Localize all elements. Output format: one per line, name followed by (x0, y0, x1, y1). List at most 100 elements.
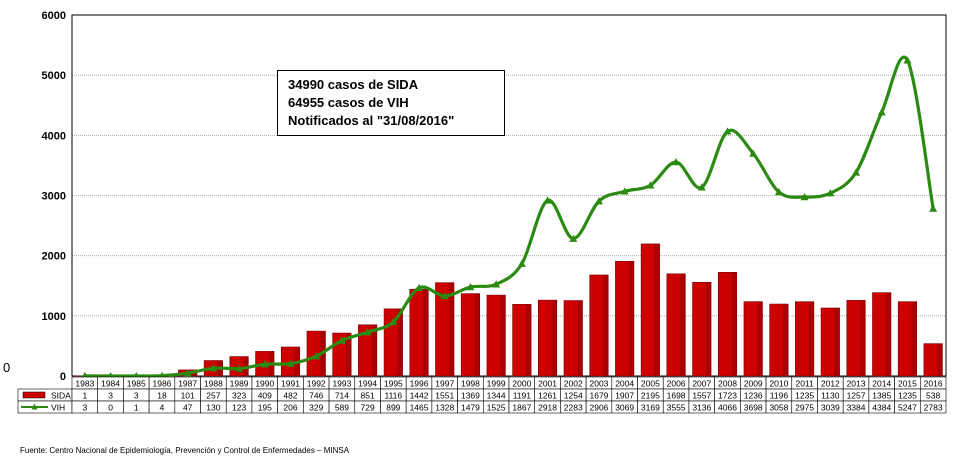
vih-point (286, 359, 295, 367)
table-value: 2783 (924, 403, 943, 413)
vih-point (749, 149, 758, 157)
year-label: 2008 (718, 379, 737, 389)
vih-point (492, 280, 501, 288)
year-label: 1994 (358, 379, 377, 389)
vih-point (877, 108, 886, 116)
sida-bar-shade (371, 324, 377, 376)
sida-bar-shade (551, 300, 557, 376)
vih-point (543, 196, 552, 204)
year-label: 2013 (847, 379, 866, 389)
table-value: 2195 (641, 391, 660, 401)
table-value: 1698 (667, 391, 686, 401)
legend-label: SIDA (51, 391, 71, 401)
year-label: 1985 (127, 379, 146, 389)
table-value: 329 (309, 403, 323, 413)
year-label: 1999 (487, 379, 506, 389)
table-value: 2975 (795, 403, 814, 413)
legend-label: VIH (51, 403, 65, 413)
table-value: 1479 (461, 403, 480, 413)
sida-bar-shade (654, 243, 660, 376)
table-value: 1679 (590, 391, 609, 401)
table-value: 3039 (821, 403, 840, 413)
year-label: 1991 (281, 379, 300, 389)
sida-bar-shade (500, 295, 506, 376)
table-value: 589 (335, 403, 349, 413)
table-value: 1328 (435, 403, 454, 413)
table-value: 323 (232, 391, 246, 401)
sida-bar-shade (937, 343, 943, 376)
year-label: 1989 (230, 379, 249, 389)
sida-bar-shade (834, 308, 840, 376)
year-label: 2010 (769, 379, 788, 389)
sida-bar-shade (423, 289, 429, 376)
table-value: 2906 (590, 403, 609, 413)
table-cell (919, 400, 947, 414)
sida-bar-shade (345, 333, 352, 376)
table-value: 1557 (692, 391, 711, 401)
sida-bar-shade (860, 300, 866, 376)
year-label: 1983 (75, 379, 94, 389)
table-value: 3 (134, 391, 139, 401)
table-value: 1344 (487, 391, 506, 401)
y-tick-label: 0 (60, 371, 66, 383)
annotation-sida-total: 34990 casos de SIDA (288, 77, 419, 92)
vih-point (517, 259, 526, 267)
sida-bar-shade (397, 308, 403, 376)
table-value: 409 (258, 391, 272, 401)
table-value: 4 (160, 403, 165, 413)
table-value: 1723 (718, 391, 737, 401)
vih-point (800, 193, 809, 201)
vih-point (723, 127, 732, 135)
table-value: 4066 (718, 403, 737, 413)
table-value: 1235 (795, 391, 814, 401)
table-value: 2918 (538, 403, 557, 413)
table-value: 1130 (821, 391, 840, 401)
year-label: 1996 (410, 379, 429, 389)
sida-bar-shade (448, 282, 454, 376)
vih-point (312, 352, 321, 360)
vih-point (697, 183, 706, 191)
source-note: Fuente: Centro Nacional de Epidemiología… (20, 446, 350, 455)
table-value: 18 (157, 391, 167, 401)
year-label: 2001 (538, 379, 557, 389)
year-label: 1990 (255, 379, 274, 389)
vih-point (363, 328, 372, 336)
table-value: 538 (926, 391, 940, 401)
table-value: 899 (386, 403, 400, 413)
year-label: 2004 (615, 379, 634, 389)
table-value: 1 (134, 403, 139, 413)
sida-bar-shade (782, 304, 789, 376)
table-value: 851 (361, 391, 375, 401)
table-value: 206 (283, 403, 297, 413)
y-tick-label: 2000 (42, 251, 66, 263)
table-value: 1116 (384, 391, 402, 401)
table-value: 1465 (410, 403, 429, 413)
table-value: 101 (181, 391, 195, 401)
table-value: 47 (183, 403, 193, 413)
table-value: 1235 (898, 391, 917, 401)
sida-bar-shade (525, 304, 532, 376)
table-value: 257 (206, 391, 220, 401)
annotation-vih-total: 64955 casos de VIH (288, 95, 409, 110)
y-tick-label: 4000 (42, 130, 66, 142)
year-label: 2015 (898, 379, 917, 389)
vih-point (672, 158, 681, 166)
table-value: 1261 (538, 391, 557, 401)
table-value: 1257 (847, 391, 866, 401)
table-value: 1385 (872, 391, 891, 401)
year-label: 2000 (512, 379, 531, 389)
y-tick-label: 5000 (42, 70, 66, 82)
year-label: 2007 (692, 379, 711, 389)
table-value: 482 (283, 391, 297, 401)
year-label: 2005 (641, 379, 660, 389)
table-value: 1254 (564, 391, 583, 401)
vih-point (852, 168, 861, 176)
year-label: 2012 (821, 379, 840, 389)
year-label: 1998 (461, 379, 480, 389)
vih-point (929, 204, 938, 212)
legend-key-vih-marker (31, 403, 38, 410)
table-value: 1 (82, 391, 87, 401)
year-label: 1993 (332, 379, 351, 389)
year-label: 1997 (435, 379, 454, 389)
